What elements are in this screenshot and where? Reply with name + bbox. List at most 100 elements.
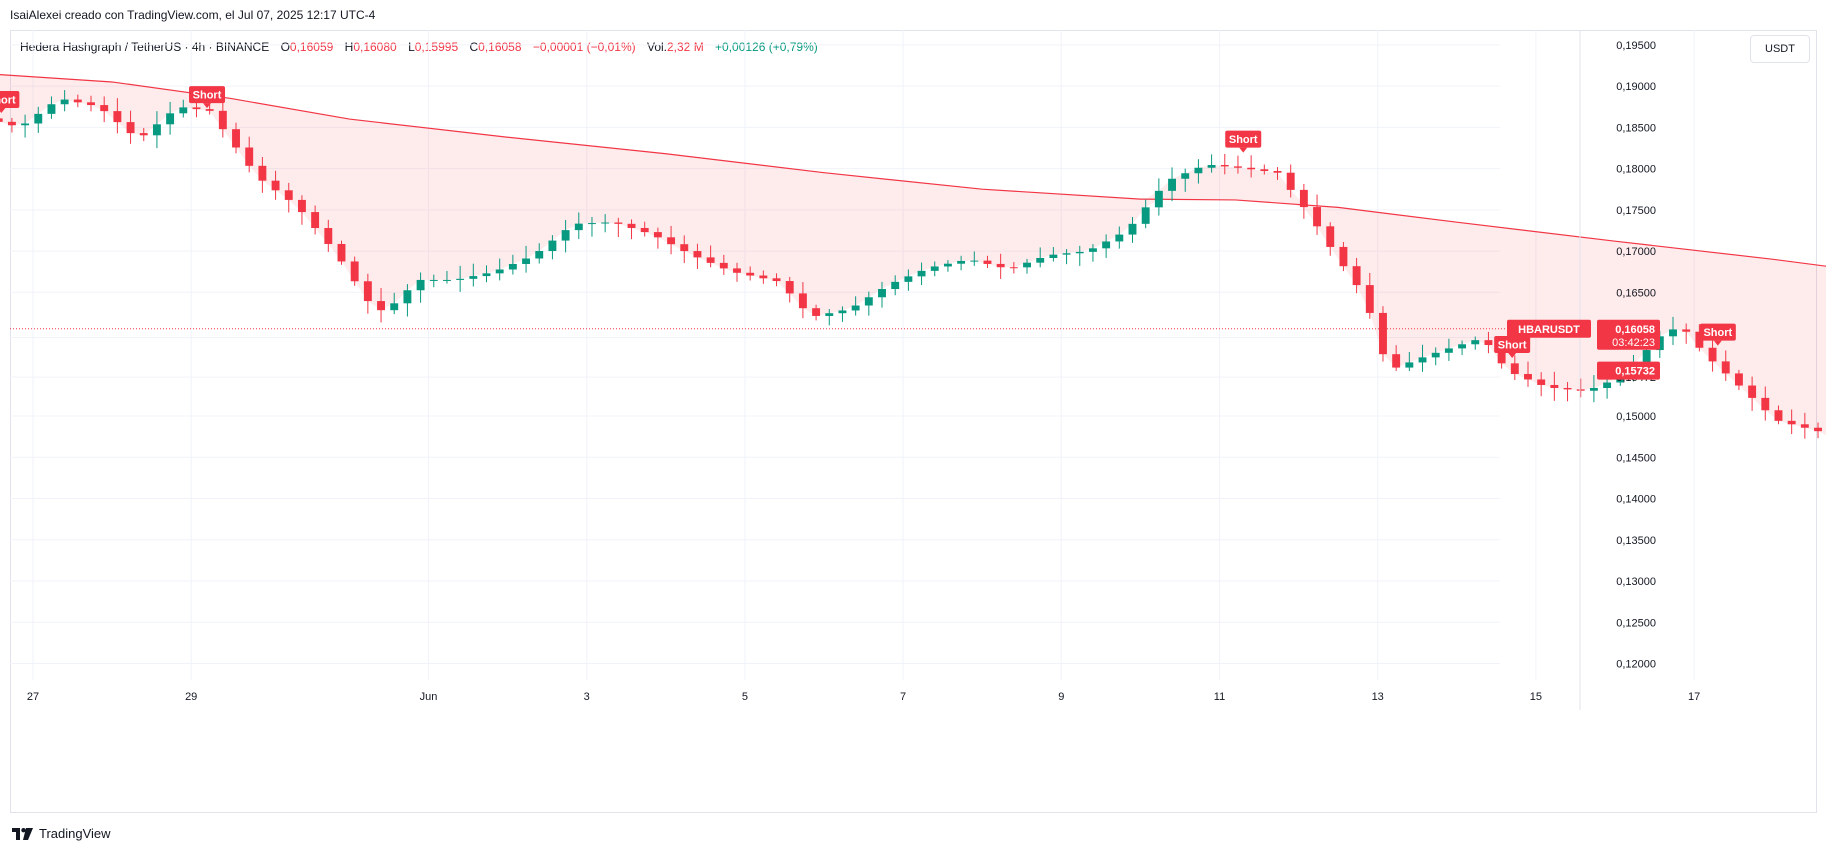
- candle-body: [1392, 354, 1401, 368]
- candle-body: [495, 269, 504, 274]
- candle-body: [1154, 190, 1163, 208]
- candle-body: [891, 281, 900, 290]
- candle-body: [1352, 266, 1361, 286]
- candle-body: [205, 109, 214, 111]
- candle-body: [522, 258, 531, 264]
- candle-body: [719, 262, 728, 269]
- candle-body: [416, 279, 425, 291]
- candle-body: [1761, 397, 1770, 411]
- time-tick-label: 17: [1688, 691, 1700, 703]
- ma-price-tag: [1597, 361, 1660, 380]
- price-tick-label: 0,14500: [1616, 452, 1656, 464]
- candle-body: [258, 165, 267, 181]
- candle-body: [535, 251, 544, 259]
- candle-body: [548, 240, 557, 252]
- candle-body: [1181, 173, 1190, 179]
- candle-body: [1102, 241, 1111, 249]
- price-tick-label: 0,15000: [1616, 411, 1656, 423]
- candle-body: [1365, 285, 1374, 313]
- candle-body: [1734, 373, 1743, 386]
- candle-body: [983, 260, 992, 264]
- candle-body: [706, 257, 715, 263]
- time-tick-label: 9: [1058, 691, 1064, 703]
- symbol-label[interactable]: Hedera Hashgraph / TetherUS · 4h · BINAN…: [20, 40, 270, 54]
- candle-body: [429, 279, 438, 281]
- chart-frame: [10, 30, 1817, 813]
- time-tick-label: Jun: [420, 691, 438, 703]
- candle-body: [1207, 165, 1216, 168]
- candle-body: [878, 289, 886, 298]
- candle-body: [746, 272, 755, 276]
- indicator-value: +0,00126 (+0,79%): [715, 40, 818, 54]
- candle-body: [851, 305, 860, 311]
- candle-body: [785, 281, 794, 294]
- candle-body: [166, 113, 175, 125]
- candle-body: [1088, 248, 1097, 252]
- tradingview-brand: TradingView: [12, 826, 111, 841]
- candle-body: [47, 104, 56, 114]
- candle-body: [957, 260, 966, 264]
- low-value: 0,15995: [414, 40, 459, 54]
- candle-body: [126, 122, 135, 134]
- open-label: O: [280, 40, 290, 54]
- candle-body: [1299, 189, 1308, 208]
- price-tick-label: 0,17000: [1616, 246, 1656, 258]
- signal-label: Short: [0, 95, 16, 107]
- candle-body: [297, 199, 306, 213]
- candle-body: [245, 147, 254, 166]
- candle-body: [73, 99, 82, 103]
- candle-body: [1062, 253, 1071, 255]
- price-tick-label: 0,12000: [1616, 659, 1656, 671]
- candle-body: [0, 118, 3, 122]
- candle-body: [1800, 424, 1809, 428]
- candle-body: [218, 110, 227, 130]
- ohlc-legend: Hedera Hashgraph / TetherUS · 4h · BINAN…: [20, 40, 818, 54]
- candle-body: [1247, 167, 1256, 170]
- signal-label-box: [0, 91, 20, 109]
- volume-label: Vol.: [646, 40, 667, 54]
- candle-body: [139, 133, 148, 136]
- close-value: 0,16058: [478, 40, 522, 54]
- candle-body: [1537, 379, 1546, 385]
- candle-body: [733, 268, 741, 273]
- candle-body: [1128, 223, 1137, 235]
- signal-label: Short: [1498, 340, 1527, 352]
- candle-body: [930, 266, 939, 271]
- candle-body: [456, 278, 465, 280]
- candle-body: [838, 310, 847, 314]
- candle-body: [1642, 350, 1651, 366]
- currency-button[interactable]: USDT: [1750, 35, 1810, 63]
- candle-body: [1194, 167, 1203, 174]
- candle-body: [1748, 385, 1757, 398]
- price-tick-label: 0,17500: [1616, 205, 1656, 217]
- candle-body: [601, 222, 610, 224]
- candle-body: [271, 180, 280, 191]
- candle-body: [350, 261, 359, 282]
- price-tick-label: 0,12500: [1616, 617, 1656, 629]
- candle-body: [1510, 363, 1519, 374]
- candle-body: [588, 223, 596, 225]
- candle-body: [1023, 262, 1031, 268]
- candle-body: [1458, 344, 1467, 349]
- candle-body: [1550, 384, 1559, 388]
- candle-body: [1814, 427, 1822, 432]
- candle-body: [1286, 172, 1295, 190]
- candle-body: [1616, 376, 1625, 383]
- signal-label: Short: [1703, 327, 1732, 339]
- candle-body: [1036, 257, 1045, 263]
- last-price-tag: [1597, 319, 1660, 350]
- candle-body: [1695, 331, 1704, 348]
- candle-body: [390, 303, 399, 311]
- high-value: 0,16080: [353, 40, 397, 54]
- candle-body: [1379, 312, 1387, 355]
- candle-body: [192, 107, 201, 110]
- signal-pointer: [1713, 340, 1722, 346]
- ma-fill-area: [0, 74, 1826, 436]
- symbol-tag-label: HBARUSDT: [1518, 324, 1580, 336]
- candles-group: [0, 90, 1822, 439]
- candle-body: [1787, 420, 1796, 425]
- signal-label: Short: [1229, 134, 1258, 146]
- price-tick-label: 0,18500: [1616, 122, 1656, 134]
- time-tick-label: 29: [185, 691, 197, 703]
